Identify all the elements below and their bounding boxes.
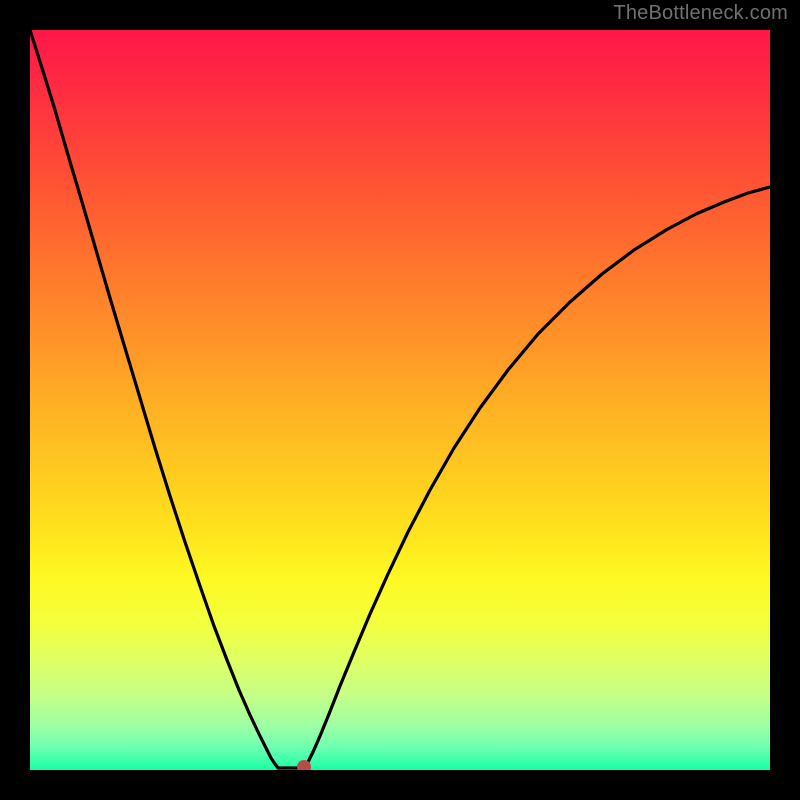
bottleneck-curve [30, 30, 770, 770]
watermark-text: TheBottleneck.com [613, 2, 788, 25]
plot-area [30, 30, 770, 770]
chart-frame [0, 0, 800, 800]
optimal-point-marker [297, 760, 311, 770]
